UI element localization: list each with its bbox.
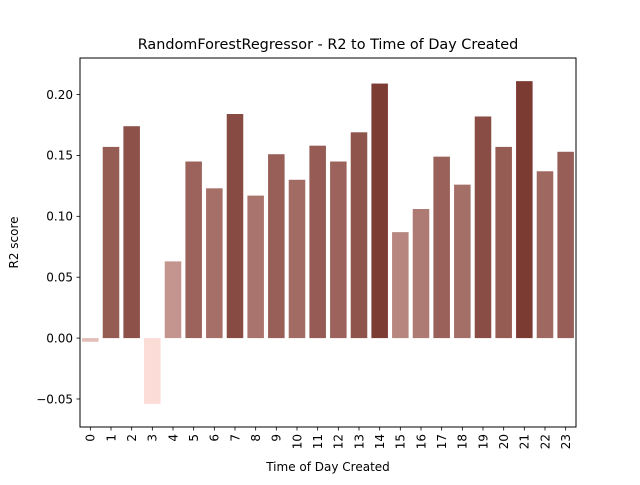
x-tick-label: 16 (414, 434, 428, 449)
y-tick-label: −0.05 (36, 392, 73, 406)
y-axis-label: R2 score (7, 216, 21, 268)
bar-7 (226, 114, 244, 339)
bar-14 (371, 83, 388, 339)
x-tick-label: 9 (270, 434, 284, 442)
x-tick-label: 6 (208, 434, 222, 442)
bar-19 (474, 116, 492, 339)
x-tick-label: 12 (332, 434, 346, 449)
bar-1 (102, 146, 120, 339)
x-tick-label: 21 (518, 434, 532, 449)
x-tick-label: 17 (435, 434, 449, 449)
x-tick-label: 3 (146, 434, 160, 442)
bar-22 (536, 171, 554, 339)
y-tick-label: 0.10 (46, 210, 73, 224)
x-tick-label: 14 (373, 434, 387, 449)
ticks-layer: 0 1 2 3 4 5 6 7 8 9 10 11 12 13 14 15 16 17 18 19 20 21 22 23−0… (36, 88, 573, 449)
x-tick-label: 2 (125, 434, 139, 442)
x-tick-label: 7 (228, 434, 242, 442)
x-tick-label: 0 (84, 434, 98, 442)
bar-5 (185, 161, 202, 339)
bar-2 (123, 126, 140, 339)
bars-layer (82, 81, 574, 404)
chart-title: RandomForestRegressor - R2 to Time of Da… (138, 37, 519, 53)
y-tick-label: 0.05 (46, 271, 73, 285)
bar-12 (330, 161, 347, 339)
bar-23 (557, 151, 574, 339)
y-tick-label: 0.15 (46, 149, 73, 163)
bar-13 (350, 132, 368, 339)
x-tick-label: 10 (290, 434, 304, 449)
bar-6 (206, 188, 223, 339)
x-tick-label: 23 (559, 434, 573, 449)
bar-9 (268, 154, 285, 339)
x-tick-label: 19 (476, 434, 490, 449)
bar-17 (433, 156, 450, 339)
x-tick-label: 15 (394, 434, 408, 449)
y-tick-label: 0.20 (46, 88, 73, 102)
bar-4 (164, 261, 182, 339)
bar-3 (144, 338, 161, 404)
bar-21 (516, 81, 533, 339)
bar-15 (392, 232, 409, 339)
bar-0 (82, 338, 99, 342)
x-tick-label: 5 (187, 434, 201, 442)
bar-10 (288, 179, 306, 339)
bar-20 (495, 146, 512, 339)
x-axis-label: Time of Day Created (265, 460, 390, 474)
bar-8 (247, 195, 264, 339)
plot-frame (79, 57, 577, 428)
x-tick-label: 13 (352, 434, 366, 449)
x-tick-label: 8 (249, 434, 263, 442)
x-tick-label: 1 (104, 434, 118, 442)
bar-11 (309, 145, 326, 339)
x-tick-label: 4 (166, 434, 180, 442)
bar-16 (412, 209, 430, 339)
bar-18 (454, 184, 471, 339)
x-tick-label: 22 (538, 434, 552, 449)
x-tick-label: 11 (311, 434, 325, 449)
x-tick-label: 18 (456, 434, 470, 449)
y-tick-label: 0.00 (46, 331, 73, 345)
x-tick-label: 20 (497, 434, 511, 449)
